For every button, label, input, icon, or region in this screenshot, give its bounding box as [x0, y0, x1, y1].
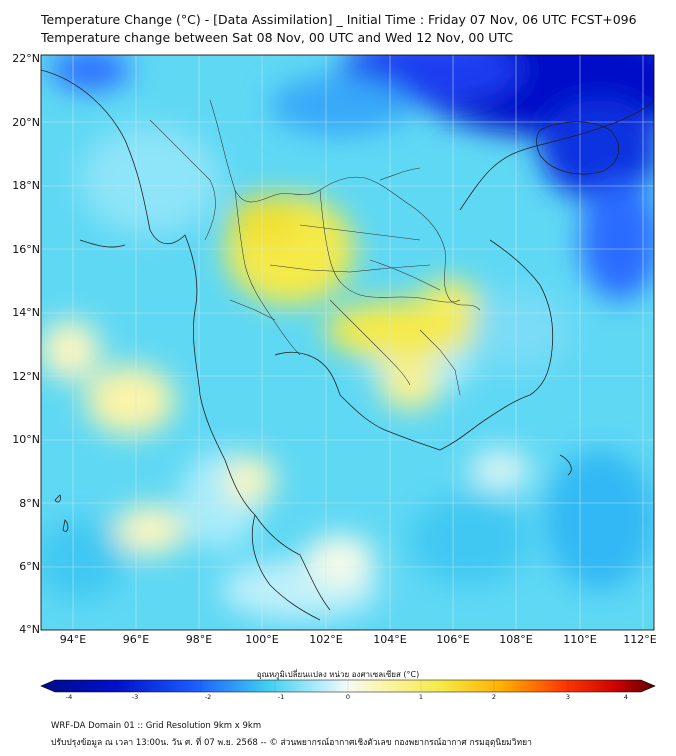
lon-label-100e: 100°E	[245, 633, 279, 646]
lon-label-98e: 98°E	[185, 633, 213, 646]
lat-label-20n: 20°N	[12, 116, 40, 129]
temperature-field	[41, 55, 654, 630]
coastlines	[41, 69, 654, 621]
footer-model-info: WRF-DA Domain 01 :: Grid Resolution 9km …	[51, 721, 262, 731]
footer-credit: ปรับปรุงข้อมูล ณ เวลา 13:00น. วัน ศ. ที่…	[51, 738, 532, 748]
lon-label-106e: 106°E	[436, 633, 470, 646]
colorbar-tick-minus2: -2	[204, 693, 212, 701]
map-subtitle: Temperature change between Sat 08 Nov, 0…	[41, 30, 514, 45]
lon-label-94e: 94°E	[59, 633, 87, 646]
colorbar-tick-3: 3	[565, 693, 571, 701]
colorbar-tick-minus4: -4	[65, 693, 73, 701]
map-title: Temperature Change (°C) - [Data Assimila…	[41, 12, 637, 27]
lon-label-102e: 102°E	[309, 633, 343, 646]
lat-label-10n: 10°N	[12, 433, 40, 446]
colorbar-tick-0: 0	[345, 693, 351, 701]
colorbar-tick-minus3: -3	[131, 693, 139, 701]
lat-lon-grid	[41, 55, 654, 630]
lon-label-104e: 104°E	[373, 633, 407, 646]
lon-label-96e: 96°E	[122, 633, 150, 646]
colorbar-tick-2: 2	[491, 693, 497, 701]
colorbar-title: อุณหภูมิเปลี่ยนแปลง หน่วย องศาเซลเซียส (…	[256, 670, 420, 679]
lat-label-16n: 16°N	[12, 243, 40, 256]
lat-label-18n: 18°N	[12, 179, 40, 192]
lon-label-110e: 110°E	[563, 633, 597, 646]
lon-label-112e: 112°E	[623, 633, 657, 646]
colorbar-tick-4: 4	[623, 693, 629, 701]
lon-label-108e: 108°E	[499, 633, 533, 646]
lat-label-22n: 22°N	[12, 52, 40, 65]
colorbar	[40, 679, 656, 693]
lat-label-12n: 12°N	[12, 370, 40, 383]
colorbar-tick-1: 1	[418, 693, 424, 701]
lat-label-8n: 8°N	[19, 497, 40, 510]
province-borders	[149, 99, 481, 396]
lat-label-6n: 6°N	[19, 560, 40, 573]
colorbar-tick-minus1: -1	[277, 693, 285, 701]
lat-label-4n: 4°N	[19, 623, 40, 636]
lat-label-14n: 14°N	[12, 306, 40, 319]
